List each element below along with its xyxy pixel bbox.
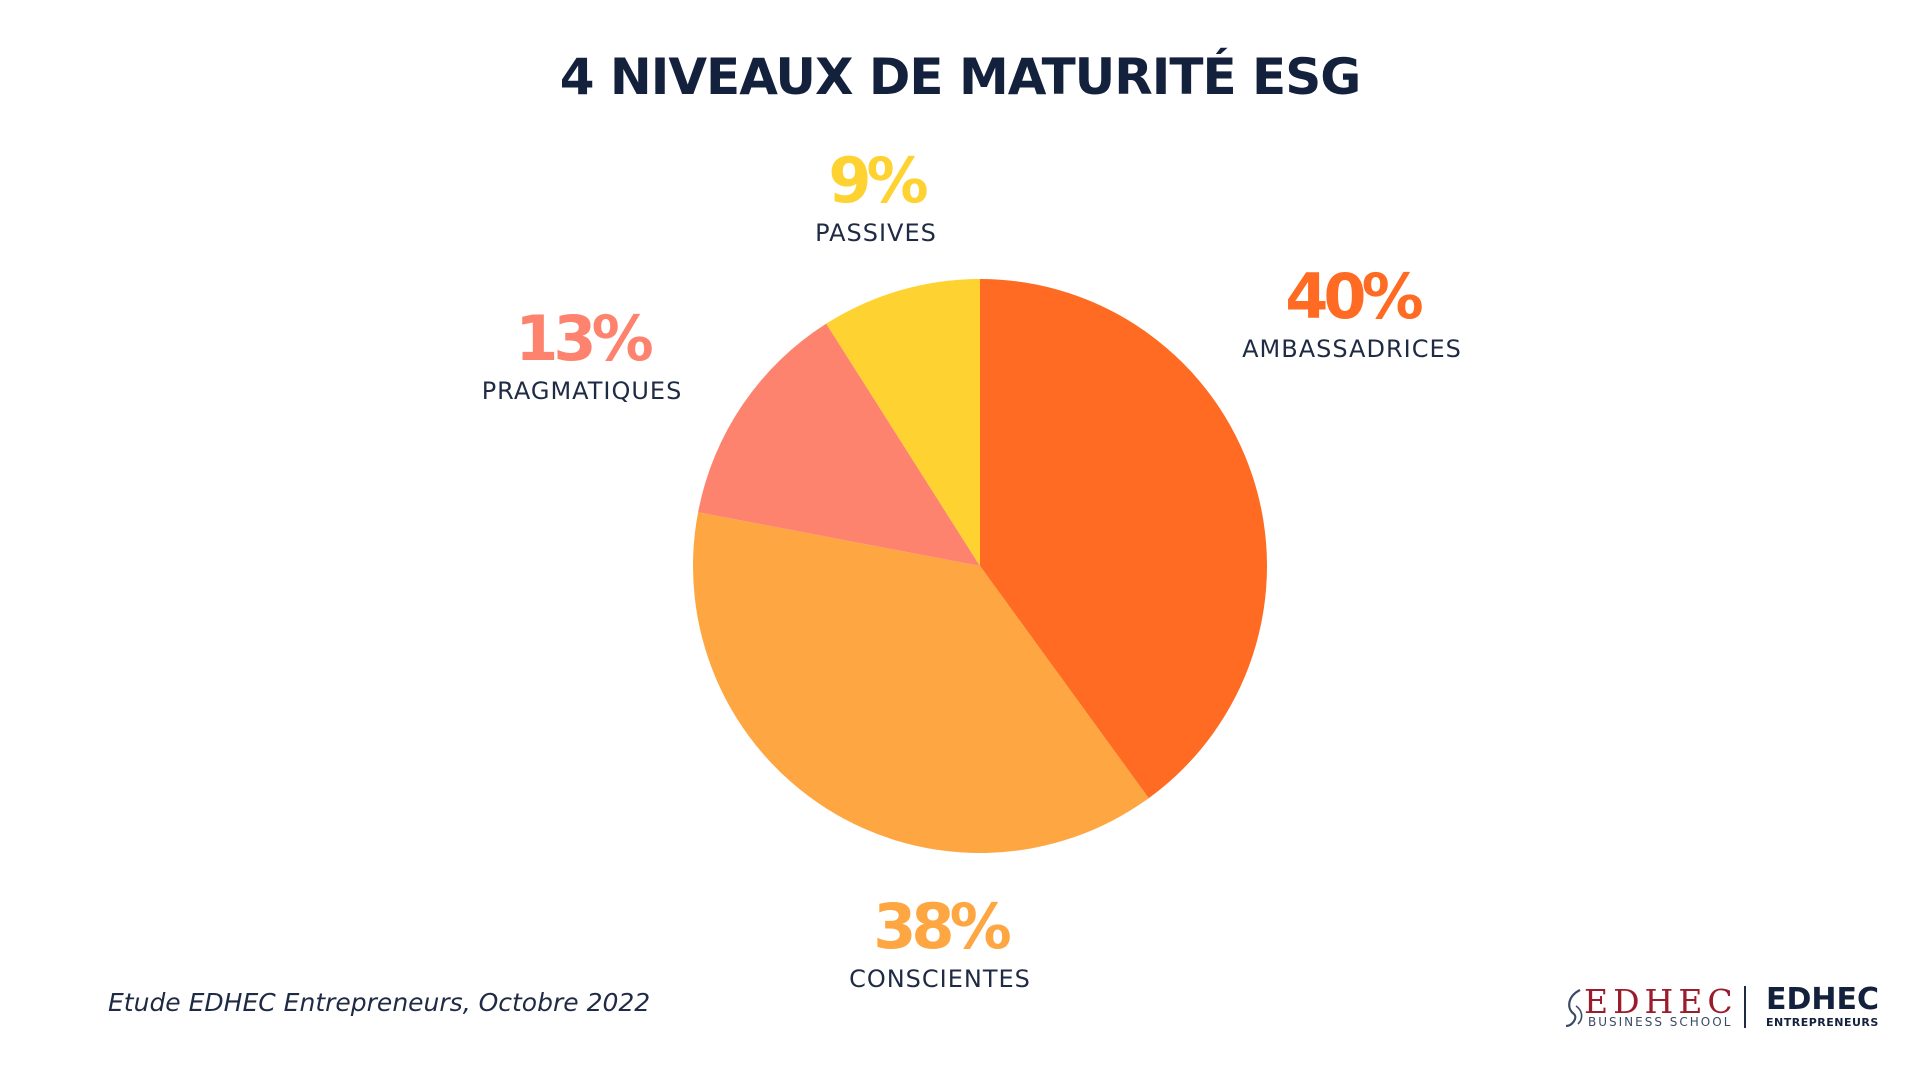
slice-value-ambassadrices: 40% bbox=[1285, 260, 1423, 333]
slice-value-pragmatiques: 13% bbox=[515, 302, 653, 375]
slice-value-conscientes: 38% bbox=[873, 890, 1011, 963]
slice-name-conscientes: CONSCIENTES bbox=[849, 965, 1031, 993]
edhec-bs-subtitle: BUSINESS SCHOOL bbox=[1588, 1015, 1733, 1029]
slice-value-passives: 9% bbox=[828, 144, 928, 217]
edhec-ent-wordmark: EDHEC bbox=[1766, 982, 1880, 1017]
slice-label-pragmatiques: 13% PRAGMATIQUES bbox=[462, 304, 702, 406]
edhec-swirl-icon bbox=[1565, 989, 1583, 1028]
logo-divider bbox=[1744, 986, 1746, 1028]
edhec-ent-subtitle: ENTREPRENEURS bbox=[1766, 1016, 1879, 1029]
edhec-bs-wordmark: EDHEC bbox=[1584, 982, 1738, 1021]
slice-label-ambassadrices: 40% AMBASSADRICES bbox=[1232, 262, 1472, 364]
chart-title: 4 NIVEAUX DE MATURITÉ ESG bbox=[559, 48, 1362, 106]
slice-label-conscientes: 38% CONSCIENTES bbox=[820, 892, 1060, 994]
slice-name-ambassadrices: AMBASSADRICES bbox=[1242, 335, 1462, 363]
pie-slice-passives bbox=[826, 279, 980, 566]
slice-name-pragmatiques: PRAGMATIQUES bbox=[481, 377, 683, 405]
pie-slice-pragmatiques bbox=[698, 323, 980, 566]
pie-slice-conscientes bbox=[692, 512, 1149, 854]
edhec-entrepreneurs-logo: EDHEC ENTREPRENEURS bbox=[1766, 984, 1879, 1030]
slice-label-passives: 9% PASSIVES bbox=[756, 146, 996, 248]
slice-name-passives: PASSIVES bbox=[815, 219, 937, 247]
pie-slice-ambassadrices bbox=[980, 279, 1267, 799]
edhec-business-school-logo: EDHEC BUSINESS SCHOOL bbox=[1562, 982, 1733, 1032]
source-citation: Etude EDHEC Entrepreneurs, Octobre 2022 bbox=[108, 988, 651, 1017]
